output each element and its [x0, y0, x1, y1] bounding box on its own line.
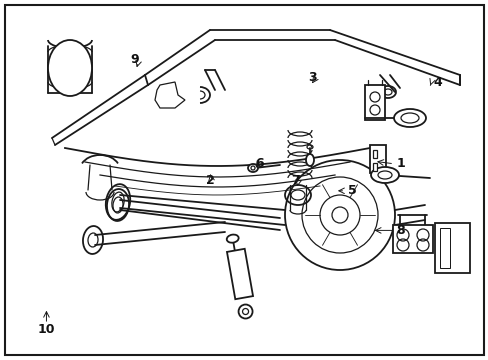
Text: 2: 2: [205, 174, 214, 186]
Text: 8: 8: [396, 224, 405, 237]
Bar: [369, 145, 385, 173]
Text: 1: 1: [396, 157, 405, 170]
Bar: [372, 163, 376, 171]
Text: 6: 6: [254, 157, 263, 170]
Bar: [364, 85, 384, 120]
Bar: [372, 150, 376, 158]
Text: 9: 9: [130, 53, 139, 66]
Ellipse shape: [370, 167, 398, 183]
Bar: [434, 223, 469, 273]
Text: 5: 5: [347, 184, 356, 197]
Ellipse shape: [48, 40, 92, 96]
Bar: [392, 225, 432, 253]
Circle shape: [238, 305, 252, 319]
Polygon shape: [226, 249, 252, 299]
Ellipse shape: [247, 164, 258, 172]
Text: 4: 4: [432, 76, 441, 89]
Polygon shape: [155, 82, 184, 108]
Ellipse shape: [305, 154, 313, 166]
Text: 7: 7: [291, 174, 300, 186]
Ellipse shape: [400, 113, 418, 123]
Ellipse shape: [393, 109, 425, 127]
Ellipse shape: [226, 235, 238, 243]
Text: 10: 10: [38, 323, 55, 336]
Bar: [439, 228, 449, 268]
Text: 3: 3: [308, 71, 317, 84]
